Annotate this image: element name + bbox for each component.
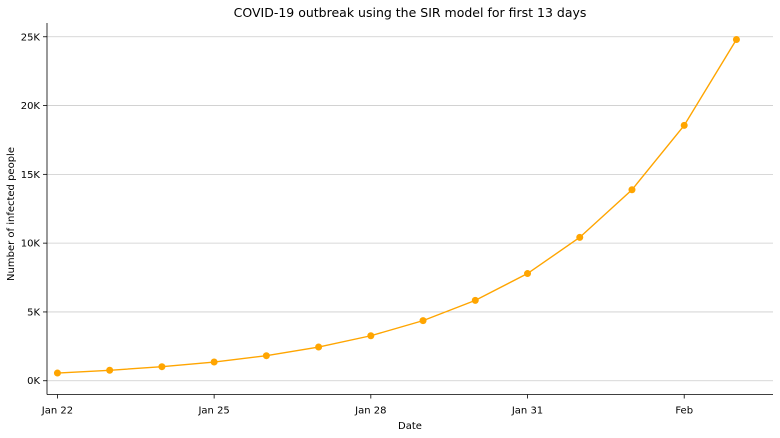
x-tick-label: Jan 22 — [41, 406, 73, 417]
x-tick-label: Jan 25 — [197, 406, 229, 417]
grid-layer — [47, 36, 773, 382]
x-axis-label: Date — [398, 421, 422, 432]
y-tick-label: 20K — [21, 101, 41, 112]
y-tick-group: 0K 5K 10K 15K 20K 25K — [21, 32, 47, 387]
x-tick-label: Jan 31 — [511, 406, 543, 417]
data-point — [53, 369, 61, 377]
y-tick-label: 25K — [21, 32, 41, 43]
y-tick-label: 15K — [21, 170, 41, 181]
y-tick-label: 5K — [27, 307, 40, 318]
series-line-0 — [57, 39, 738, 374]
data-point — [732, 36, 740, 44]
data-point — [210, 358, 218, 366]
data-point — [315, 343, 323, 351]
x-tick-label: Feb — [675, 406, 693, 417]
data-point — [158, 363, 166, 371]
chart-title: COVID-19 outbreak using the SIR model fo… — [234, 5, 587, 20]
data-point — [576, 233, 584, 241]
y-tick-label: 0K — [27, 376, 40, 387]
data-point — [106, 366, 114, 374]
data-point — [680, 121, 688, 129]
series-layer — [53, 36, 740, 377]
data-point — [524, 270, 532, 278]
data-point — [419, 317, 427, 325]
data-point — [628, 186, 636, 194]
x-tick-group: Jan 22 Jan 25 Jan 28 Jan 31 Feb — [41, 394, 693, 417]
data-point — [262, 352, 270, 360]
x-tick-label: Jan 28 — [354, 406, 386, 417]
data-point — [471, 296, 479, 304]
data-point — [367, 332, 375, 340]
y-axis-label: Number of infected people — [6, 147, 17, 281]
y-tick-label: 10K — [21, 239, 41, 250]
